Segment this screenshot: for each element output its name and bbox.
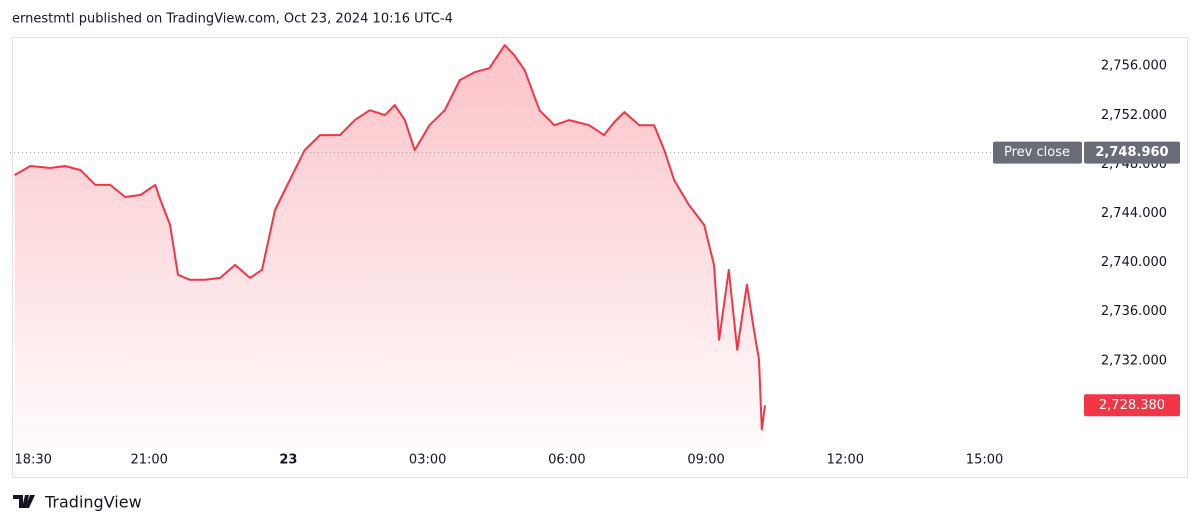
y-tick-label: 2,740.000 (1101, 255, 1167, 270)
last-price-tag (1084, 394, 1180, 417)
logo (13, 495, 35, 508)
y-tick-label: 2,744.000 (1101, 206, 1167, 221)
y-tick-label: 2,756.000 (1101, 59, 1167, 74)
x-tick-label: 12:00 (827, 453, 864, 468)
prev-close-value-tag (1084, 141, 1180, 164)
prev-close-name: Prev close (1004, 145, 1070, 160)
footer-brand: TradingView (44, 493, 142, 512)
chart-frame (12, 37, 1188, 478)
x-tick-label: 03:00 (409, 453, 446, 468)
y-tick-label: 2,732.000 (1101, 353, 1167, 368)
y-tick-label: 2,752.000 (1101, 108, 1167, 123)
x-tick-label: 06:00 (548, 453, 585, 468)
x-tick-label: 18:30 (14, 453, 51, 468)
x-tick-label: 15:00 (966, 453, 1003, 468)
y-tick-label: 2,736.000 (1101, 304, 1167, 319)
x-tick-label: 09:00 (687, 453, 724, 468)
prev-close-tag (993, 141, 1082, 164)
price-line (14, 44, 766, 431)
area-fill (14, 45, 766, 448)
x-tick-label: 23 (279, 453, 297, 468)
last-price-value: 2,728.380 (1099, 398, 1165, 413)
header: ernestmtl published on TradingView.com, … (12, 12, 453, 27)
prev-close-value: 2,748.960 (1095, 145, 1168, 160)
x-tick-label: 21:00 (130, 453, 167, 468)
